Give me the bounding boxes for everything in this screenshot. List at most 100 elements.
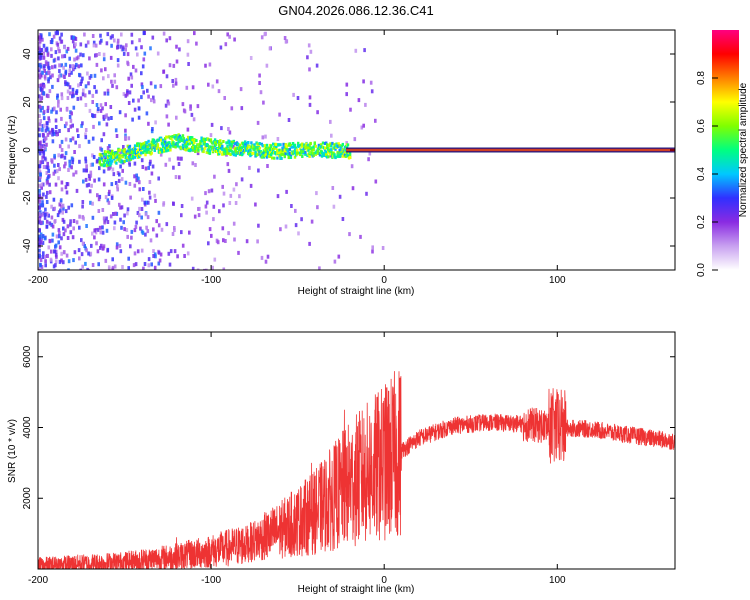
heatmap-cell bbox=[147, 200, 150, 205]
heatmap-cell bbox=[218, 209, 221, 214]
heatmap-ridge-cell bbox=[116, 157, 119, 161]
heatmap-ridge-cell bbox=[307, 148, 310, 152]
heatmap-cell bbox=[83, 244, 86, 248]
x-tick-label: 0 bbox=[381, 275, 387, 286]
heatmap-cell bbox=[48, 221, 52, 226]
heatmap-cell bbox=[102, 182, 106, 187]
heatmap-cell bbox=[59, 73, 62, 78]
heatmap-ridge-cell bbox=[282, 152, 285, 156]
heatmap-cell bbox=[105, 122, 109, 127]
heatmap-cell bbox=[40, 185, 43, 190]
heatmap-cell bbox=[67, 268, 70, 270]
heatmap-ridge-cell bbox=[292, 145, 296, 149]
heatmap-cell bbox=[65, 121, 68, 126]
heatmap-cell bbox=[79, 42, 83, 47]
heatmap-cell bbox=[141, 197, 144, 202]
heatmap-ridge-cell bbox=[133, 155, 137, 159]
heatmap-cell bbox=[100, 68, 103, 73]
heatmap-cell bbox=[81, 121, 84, 126]
heatmap-ridge-cell bbox=[348, 153, 352, 157]
heatmap-cell bbox=[57, 46, 60, 51]
heatmap-cell bbox=[38, 51, 42, 56]
heatmap-ridge-cell bbox=[145, 150, 148, 154]
heatmap-cell bbox=[58, 69, 61, 74]
heatmap-cell bbox=[38, 170, 42, 175]
heatmap-ridge-cell bbox=[233, 142, 236, 146]
heatmap-cell bbox=[84, 128, 88, 132]
heatmap-ridge-cell bbox=[254, 150, 257, 154]
heatmap-cell bbox=[39, 203, 42, 208]
heatmap-ridge-cell bbox=[248, 145, 251, 149]
heatmap-cell bbox=[47, 245, 51, 250]
heatmap-cell bbox=[95, 103, 99, 107]
heatmap-ridge-cell bbox=[268, 151, 272, 155]
heatmap-cell bbox=[149, 159, 152, 164]
heatmap-ridge-cell bbox=[228, 140, 231, 144]
snr-y-label: SNR (10 * v/v) bbox=[7, 419, 18, 483]
heatmap-cell bbox=[98, 40, 102, 45]
heatmap-cell bbox=[69, 230, 73, 235]
heatmap-cell bbox=[88, 56, 91, 61]
heatmap-cell bbox=[38, 237, 41, 242]
heatmap-cell bbox=[205, 200, 209, 205]
heatmap-cell bbox=[44, 156, 47, 161]
heatmap-cell bbox=[113, 79, 117, 84]
heatmap-ridge-cell bbox=[109, 163, 112, 167]
heatmap-cell bbox=[153, 265, 157, 270]
heatmap-cell bbox=[148, 190, 151, 195]
heatmap-cell bbox=[39, 105, 42, 110]
heatmap-cell bbox=[89, 173, 93, 178]
heatmap-cell bbox=[114, 181, 118, 185]
heatmap-ridge-cell bbox=[163, 148, 166, 152]
heatmap-cell bbox=[61, 54, 64, 59]
heatmap-cell bbox=[276, 194, 280, 199]
heatmap-cell bbox=[72, 105, 76, 110]
heatmap-ridge-cell bbox=[127, 155, 131, 159]
heatmap-ridge-cell bbox=[219, 150, 222, 154]
heatmap-ridge-cell bbox=[136, 144, 139, 148]
heatmap-cell bbox=[133, 174, 136, 179]
heatmap-cell bbox=[91, 136, 95, 141]
heatmap-cell bbox=[152, 99, 156, 104]
heatmap-cell bbox=[371, 245, 374, 250]
heatmap-cell bbox=[364, 102, 367, 107]
heatmap-cell bbox=[146, 215, 150, 220]
heatmap-ridge-cell bbox=[301, 155, 304, 158]
heatmap-cell bbox=[333, 259, 337, 264]
heatmap-ridge-cell bbox=[286, 149, 289, 153]
heatmap-cell bbox=[168, 36, 172, 41]
heatmap-cell bbox=[284, 39, 288, 44]
heatmap-cell bbox=[42, 150, 46, 155]
heatmap-cell bbox=[111, 83, 114, 88]
heatmap-ridge-cell bbox=[270, 144, 273, 148]
heatmap-cell bbox=[126, 52, 130, 57]
heatmap-cell bbox=[84, 132, 87, 137]
heatmap-cell bbox=[99, 230, 103, 235]
heatmap-cell bbox=[103, 91, 107, 96]
heatmap-cell bbox=[177, 162, 181, 166]
heatmap-cell bbox=[266, 164, 269, 168]
heatmap-cell bbox=[47, 94, 50, 99]
heatmap-cell bbox=[149, 81, 153, 86]
heatmap-ridge-cell bbox=[104, 153, 108, 156]
heatmap-ridge-cell bbox=[344, 148, 348, 152]
heatmap-cell bbox=[50, 222, 53, 227]
heatmap-ridge-cell bbox=[218, 143, 221, 147]
heatmap-cell bbox=[71, 39, 75, 44]
heatmap-cell bbox=[39, 53, 43, 58]
heatmap-cell bbox=[190, 112, 194, 117]
heatmap-cell bbox=[38, 151, 42, 156]
heatmap-cell bbox=[239, 87, 243, 92]
heatmap-cell bbox=[106, 220, 110, 224]
heatmap-cell bbox=[138, 38, 141, 43]
heatmap-cell bbox=[186, 127, 190, 132]
heatmap-cell bbox=[53, 106, 56, 111]
heatmap-cell bbox=[258, 81, 261, 85]
heatmap-cell bbox=[104, 195, 108, 200]
heatmap-ridge-cell bbox=[186, 142, 190, 146]
heatmap-cell bbox=[74, 42, 77, 47]
heatmap-cell bbox=[106, 32, 110, 37]
heatmap-cell bbox=[126, 234, 129, 239]
heatmap-ridge-cell bbox=[205, 150, 208, 154]
heatmap-cell bbox=[44, 263, 47, 268]
